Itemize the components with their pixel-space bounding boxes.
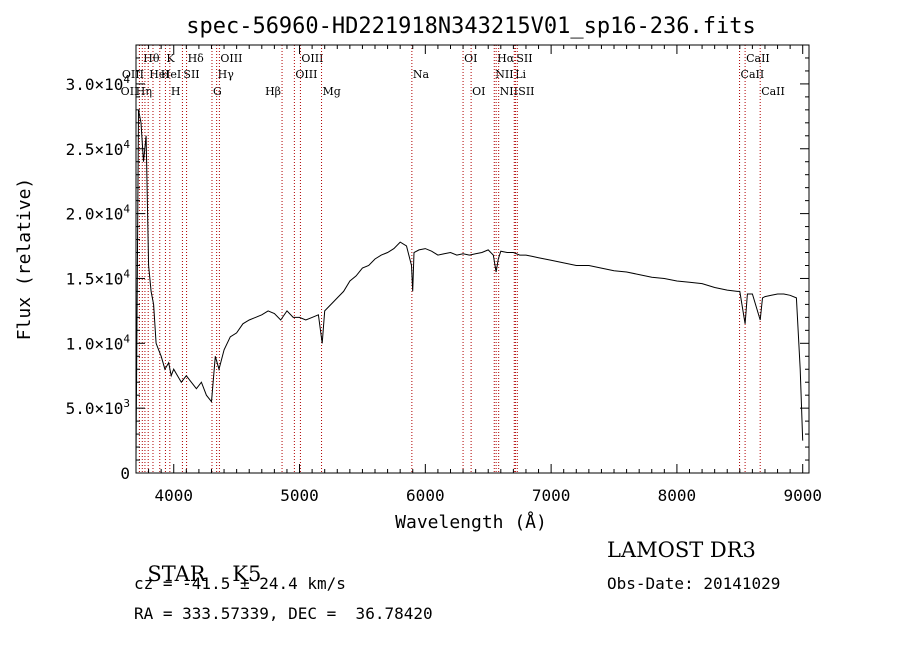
y-tick-label: 2.0×104 <box>66 203 131 224</box>
line-label: Na <box>413 68 430 81</box>
line-label: G <box>213 85 222 98</box>
line-label: SII <box>183 68 199 81</box>
line-label: HeI <box>161 68 181 81</box>
line-label: NII <box>495 68 513 81</box>
class-label: STAR <box>147 562 206 586</box>
y-axis-ticks: 0 5.0×103 1.0×104 1.5×104 2.0×104 2.5×104 3.0×… <box>66 57 809 483</box>
x-tick-label: 9000 <box>783 486 822 505</box>
x-tick-label: 5000 <box>280 486 319 505</box>
line-label: CaII <box>746 52 770 65</box>
x-tick-label: 8000 <box>658 486 697 505</box>
spectrum-chart: spec-56960-HD221918N343215V01_sp16-236.f… <box>14 14 822 533</box>
plot-frame <box>135 44 810 474</box>
line-label: Mg <box>323 85 341 98</box>
line-label: Hα <box>497 52 515 65</box>
x-tick-label: 7000 <box>532 486 571 505</box>
line-label: OII <box>121 85 139 98</box>
redshift-text: cz = -41.5 ± 24.4 km/s <box>134 574 346 593</box>
line-label: Hγ <box>218 68 235 81</box>
coordinates-text: RA = 333.57339, DEC = 36.78420 <box>134 604 433 623</box>
line-label: Hθ <box>143 52 160 65</box>
line-label: OI <box>464 52 477 65</box>
line-label: H <box>171 85 181 98</box>
y-tick-label: 2.5×104 <box>66 138 131 159</box>
y-tick-label: 1.5×104 <box>66 267 131 288</box>
y-axis-label: Flux (relative) <box>14 178 35 341</box>
line-label: CaII <box>741 68 765 81</box>
y-tick-label: 1.0×104 <box>66 332 131 353</box>
x-tick-label: 6000 <box>406 486 445 505</box>
line-label: NII <box>500 85 518 98</box>
chart-title: spec-56960-HD221918N343215V01_sp16-236.f… <box>186 14 756 39</box>
x-axis-ticks: 4000 5000 6000 7000 8000 9000 <box>148 45 822 505</box>
object-class: STAR K5 <box>134 538 261 586</box>
line-label: Hδ <box>188 52 205 65</box>
line-label: HeI <box>149 68 169 81</box>
line-label: Hη <box>136 85 152 98</box>
y-tick-label: 5.0×103 <box>66 397 130 418</box>
subclass-label: K5 <box>232 562 262 586</box>
line-label: SII <box>516 52 532 65</box>
y-tick-label: 0 <box>120 464 130 483</box>
spectrum-line <box>135 109 804 461</box>
line-label: OIII <box>301 52 323 65</box>
line-label: Hβ <box>265 85 281 98</box>
line-label: CaII <box>761 85 785 98</box>
obs-date-text: Obs-Date: 20141029 <box>607 574 781 593</box>
line-label: OIII <box>220 52 242 65</box>
line-label: K <box>166 52 175 65</box>
line-label: Li <box>515 68 526 81</box>
y-tick-label: 3.0×104 <box>66 73 131 94</box>
line-label: SII <box>518 85 534 98</box>
line-label: OI <box>472 85 485 98</box>
line-label: OIII <box>295 68 317 81</box>
x-tick-label: 4000 <box>154 486 193 505</box>
survey-label: LAMOST DR3 <box>607 538 756 562</box>
x-axis-label: Wavelength (Å) <box>395 511 547 533</box>
